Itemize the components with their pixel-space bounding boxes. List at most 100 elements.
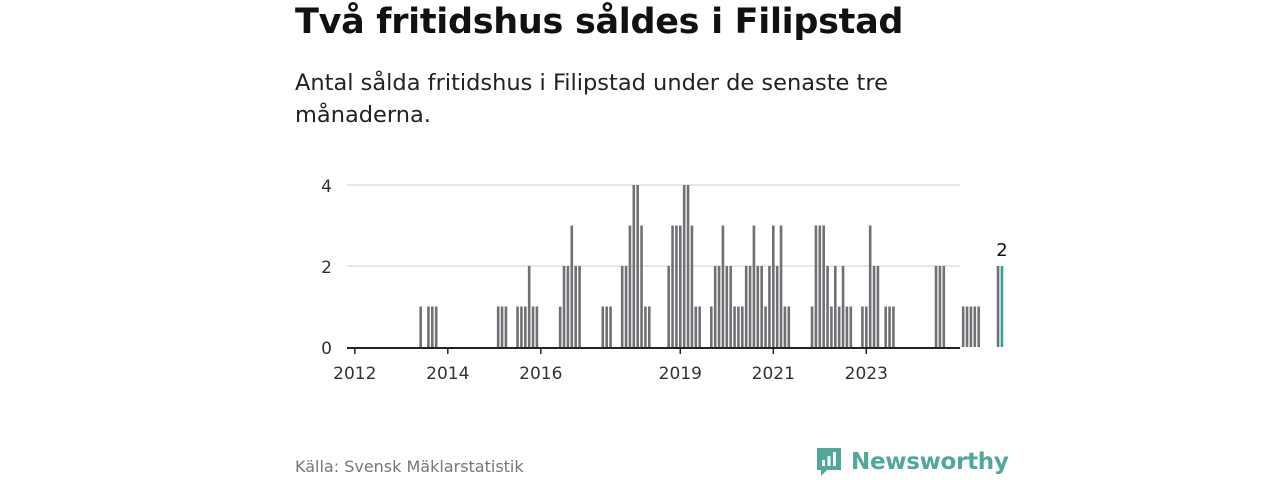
bar [710,306,713,347]
bar [841,266,845,347]
y-tick-label: 0 [321,339,332,359]
chart-subtitle: Antal sålda fritidshus i Filipstad under… [295,70,888,128]
bar [865,306,868,347]
bar [996,266,1000,347]
bar [566,266,570,347]
bar [682,185,686,347]
bar [628,225,632,347]
bar-chart-speech-bubble-icon [817,448,841,476]
bar [760,266,763,347]
bar [779,225,783,347]
bar [434,306,438,347]
bar [570,225,574,347]
bar [772,225,775,347]
bar [872,266,876,347]
bar [737,306,740,347]
bar [500,306,504,347]
bar [531,306,535,347]
bar [861,306,864,347]
bar [961,306,965,347]
bar [834,266,837,347]
bar [756,266,760,347]
bar [810,306,814,347]
bar [524,306,527,347]
bar [520,306,523,347]
bar [818,225,822,347]
bar [419,306,422,347]
bar [427,306,430,347]
bar [942,266,946,347]
x-tick-label: 2019 [659,364,702,384]
bar [601,306,605,347]
bars [419,185,1004,347]
bar [675,225,678,347]
bar [698,306,701,347]
gridlines [347,184,960,267]
bar [888,306,891,347]
bar [605,306,608,347]
bar [814,225,818,347]
bar [965,306,969,347]
bar [717,266,721,347]
bar [679,225,682,347]
bar [845,306,849,347]
bar [624,266,628,347]
bar [496,306,500,347]
bar [775,266,779,347]
bar [671,225,674,347]
bar [938,266,942,347]
bar [694,306,698,347]
bar [748,266,752,347]
bar [644,306,647,347]
bar [516,306,519,347]
bar [876,266,880,347]
bar [725,266,729,347]
bar [787,306,791,347]
bar [934,266,938,347]
bar [431,306,434,347]
y-tick-label: 2 [321,258,332,278]
highlight-value-label: 2 [996,240,1007,261]
bar [686,185,690,347]
bar [609,306,612,347]
bar [822,225,825,347]
x-tick-label: 2023 [845,364,888,384]
bar [783,306,787,347]
bar [690,225,694,347]
bar [741,306,744,347]
bar [768,266,771,347]
bar [574,266,577,347]
bar [640,225,643,347]
bar [729,266,732,347]
bar [527,266,531,347]
source-note: Källa: Svensk Mäklarstatistik [295,457,524,476]
bar [764,306,767,347]
bar [562,266,566,347]
bar [973,306,977,347]
highlight-bar [1000,266,1004,347]
bar [535,306,539,347]
bar [504,306,508,347]
bar [558,306,562,347]
bar [713,266,717,347]
bar [667,266,670,347]
x-tick-label: 2014 [426,364,469,384]
bar [892,306,895,347]
tick-labels: 0 2 4 2 2012 2014 2016 2019 2021 2023 [321,177,1007,384]
bar [826,266,829,347]
bar [733,306,736,347]
x-tick-label: 2012 [333,364,376,384]
chart-title: Två fritidshus såldes i Filipstad [295,2,904,42]
bar [744,266,748,347]
bar [830,306,833,347]
bar [977,306,980,347]
bar [648,306,651,347]
bar [837,306,841,347]
x-tick-label: 2016 [519,364,562,384]
brand-logo[interactable]: Newsworthy [815,446,1009,478]
bar [752,225,756,347]
bar [884,306,887,347]
bar [868,225,872,347]
bar [721,225,725,347]
y-tick-label: 4 [321,177,332,197]
